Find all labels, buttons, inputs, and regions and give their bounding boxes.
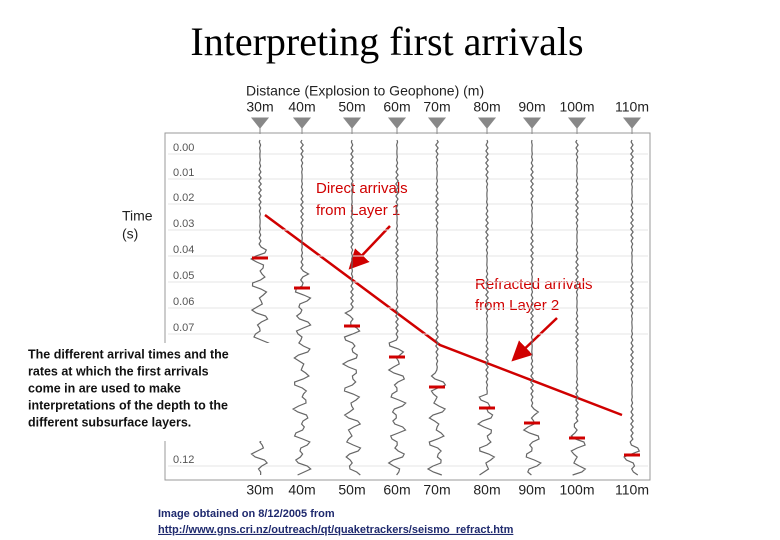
time-label: 0.05 bbox=[173, 270, 194, 282]
distance-label: 50m bbox=[338, 99, 365, 115]
trace bbox=[341, 139, 362, 476]
distance-label: 60m bbox=[383, 482, 410, 498]
explanation-line: come in are used to make bbox=[28, 381, 181, 395]
geophone bbox=[622, 117, 642, 134]
trace bbox=[522, 139, 542, 476]
caption-link[interactable]: http://www.gns.cri.nz/outreach/qt/quaket… bbox=[158, 524, 514, 536]
trace bbox=[291, 139, 312, 476]
explanation-line: different subsurface layers. bbox=[28, 415, 191, 429]
distance-label: 40m bbox=[288, 482, 315, 498]
time-label: 0.03 bbox=[173, 218, 194, 230]
seismic-traces bbox=[250, 139, 641, 476]
time-label: 0.12 bbox=[173, 454, 194, 466]
geophone bbox=[342, 117, 362, 134]
distance-label: 30m bbox=[246, 99, 273, 115]
time-label: 0.00 bbox=[173, 142, 194, 154]
time-label: 0.01 bbox=[173, 167, 194, 179]
geophone bbox=[250, 117, 270, 134]
explanation-line: rates at which the first arrivals bbox=[28, 364, 209, 378]
annotation: Direct arrivals bbox=[316, 180, 408, 197]
distance-label: 110m bbox=[615, 482, 649, 498]
explanation: The different arrival times and the rates… bbox=[28, 347, 229, 429]
distance-label: 70m bbox=[423, 99, 450, 115]
distance-label: 80m bbox=[473, 99, 500, 115]
explanation-line: interpretations of the depth to the bbox=[28, 398, 228, 412]
arrival-line bbox=[264, 213, 623, 417]
distance-label: 50m bbox=[338, 482, 365, 498]
time-label: 0.02 bbox=[173, 192, 194, 204]
annotation: Refracted arrivals bbox=[475, 276, 593, 293]
distance-label: 90m bbox=[518, 99, 545, 115]
geophone bbox=[427, 117, 447, 134]
slide-title: Interpreting first arrivals bbox=[190, 19, 583, 64]
trace bbox=[476, 139, 496, 476]
trace bbox=[387, 139, 407, 476]
distance-heading: Distance (Explosion to Geophone) (m) bbox=[246, 83, 484, 99]
explanation-line: The different arrival times and the bbox=[28, 347, 229, 361]
geophone bbox=[522, 117, 542, 134]
figure-frame bbox=[164, 132, 651, 481]
distance-label: 100m bbox=[559, 482, 594, 498]
geophone bbox=[292, 117, 312, 134]
geophone bbox=[387, 117, 407, 134]
distance-label: 110m bbox=[615, 99, 649, 115]
distance-label: 40m bbox=[288, 99, 315, 115]
explanation-box bbox=[25, 343, 270, 441]
label-bg bbox=[310, 178, 435, 222]
label-bg bbox=[470, 273, 620, 317]
distance-label: 100m bbox=[559, 99, 594, 115]
time-label: 0.04 bbox=[173, 244, 194, 256]
time-label: 0.07 bbox=[173, 322, 194, 334]
time-heading: Time bbox=[122, 208, 153, 224]
caption: Image obtained on 8/12/2005 from bbox=[158, 508, 335, 520]
distance-label: 70m bbox=[423, 482, 450, 498]
distance-label: 90m bbox=[518, 482, 545, 498]
arrival-picks bbox=[252, 256, 640, 457]
time-heading: (s) bbox=[122, 226, 138, 242]
geophone bbox=[477, 117, 497, 134]
trace bbox=[623, 139, 641, 476]
arrival-lines bbox=[264, 213, 623, 417]
trace bbox=[570, 139, 587, 476]
time-label: 0.06 bbox=[173, 296, 194, 308]
annotation: from Layer 2 bbox=[475, 297, 559, 314]
arrow bbox=[348, 225, 391, 270]
trace bbox=[426, 139, 447, 476]
distance-label: 60m bbox=[383, 99, 410, 115]
distance-label: 30m bbox=[246, 482, 273, 498]
annotation: from Layer 1 bbox=[316, 202, 400, 219]
arrow bbox=[511, 317, 558, 362]
distance-label: 80m bbox=[473, 482, 500, 498]
geophone bbox=[567, 117, 587, 134]
